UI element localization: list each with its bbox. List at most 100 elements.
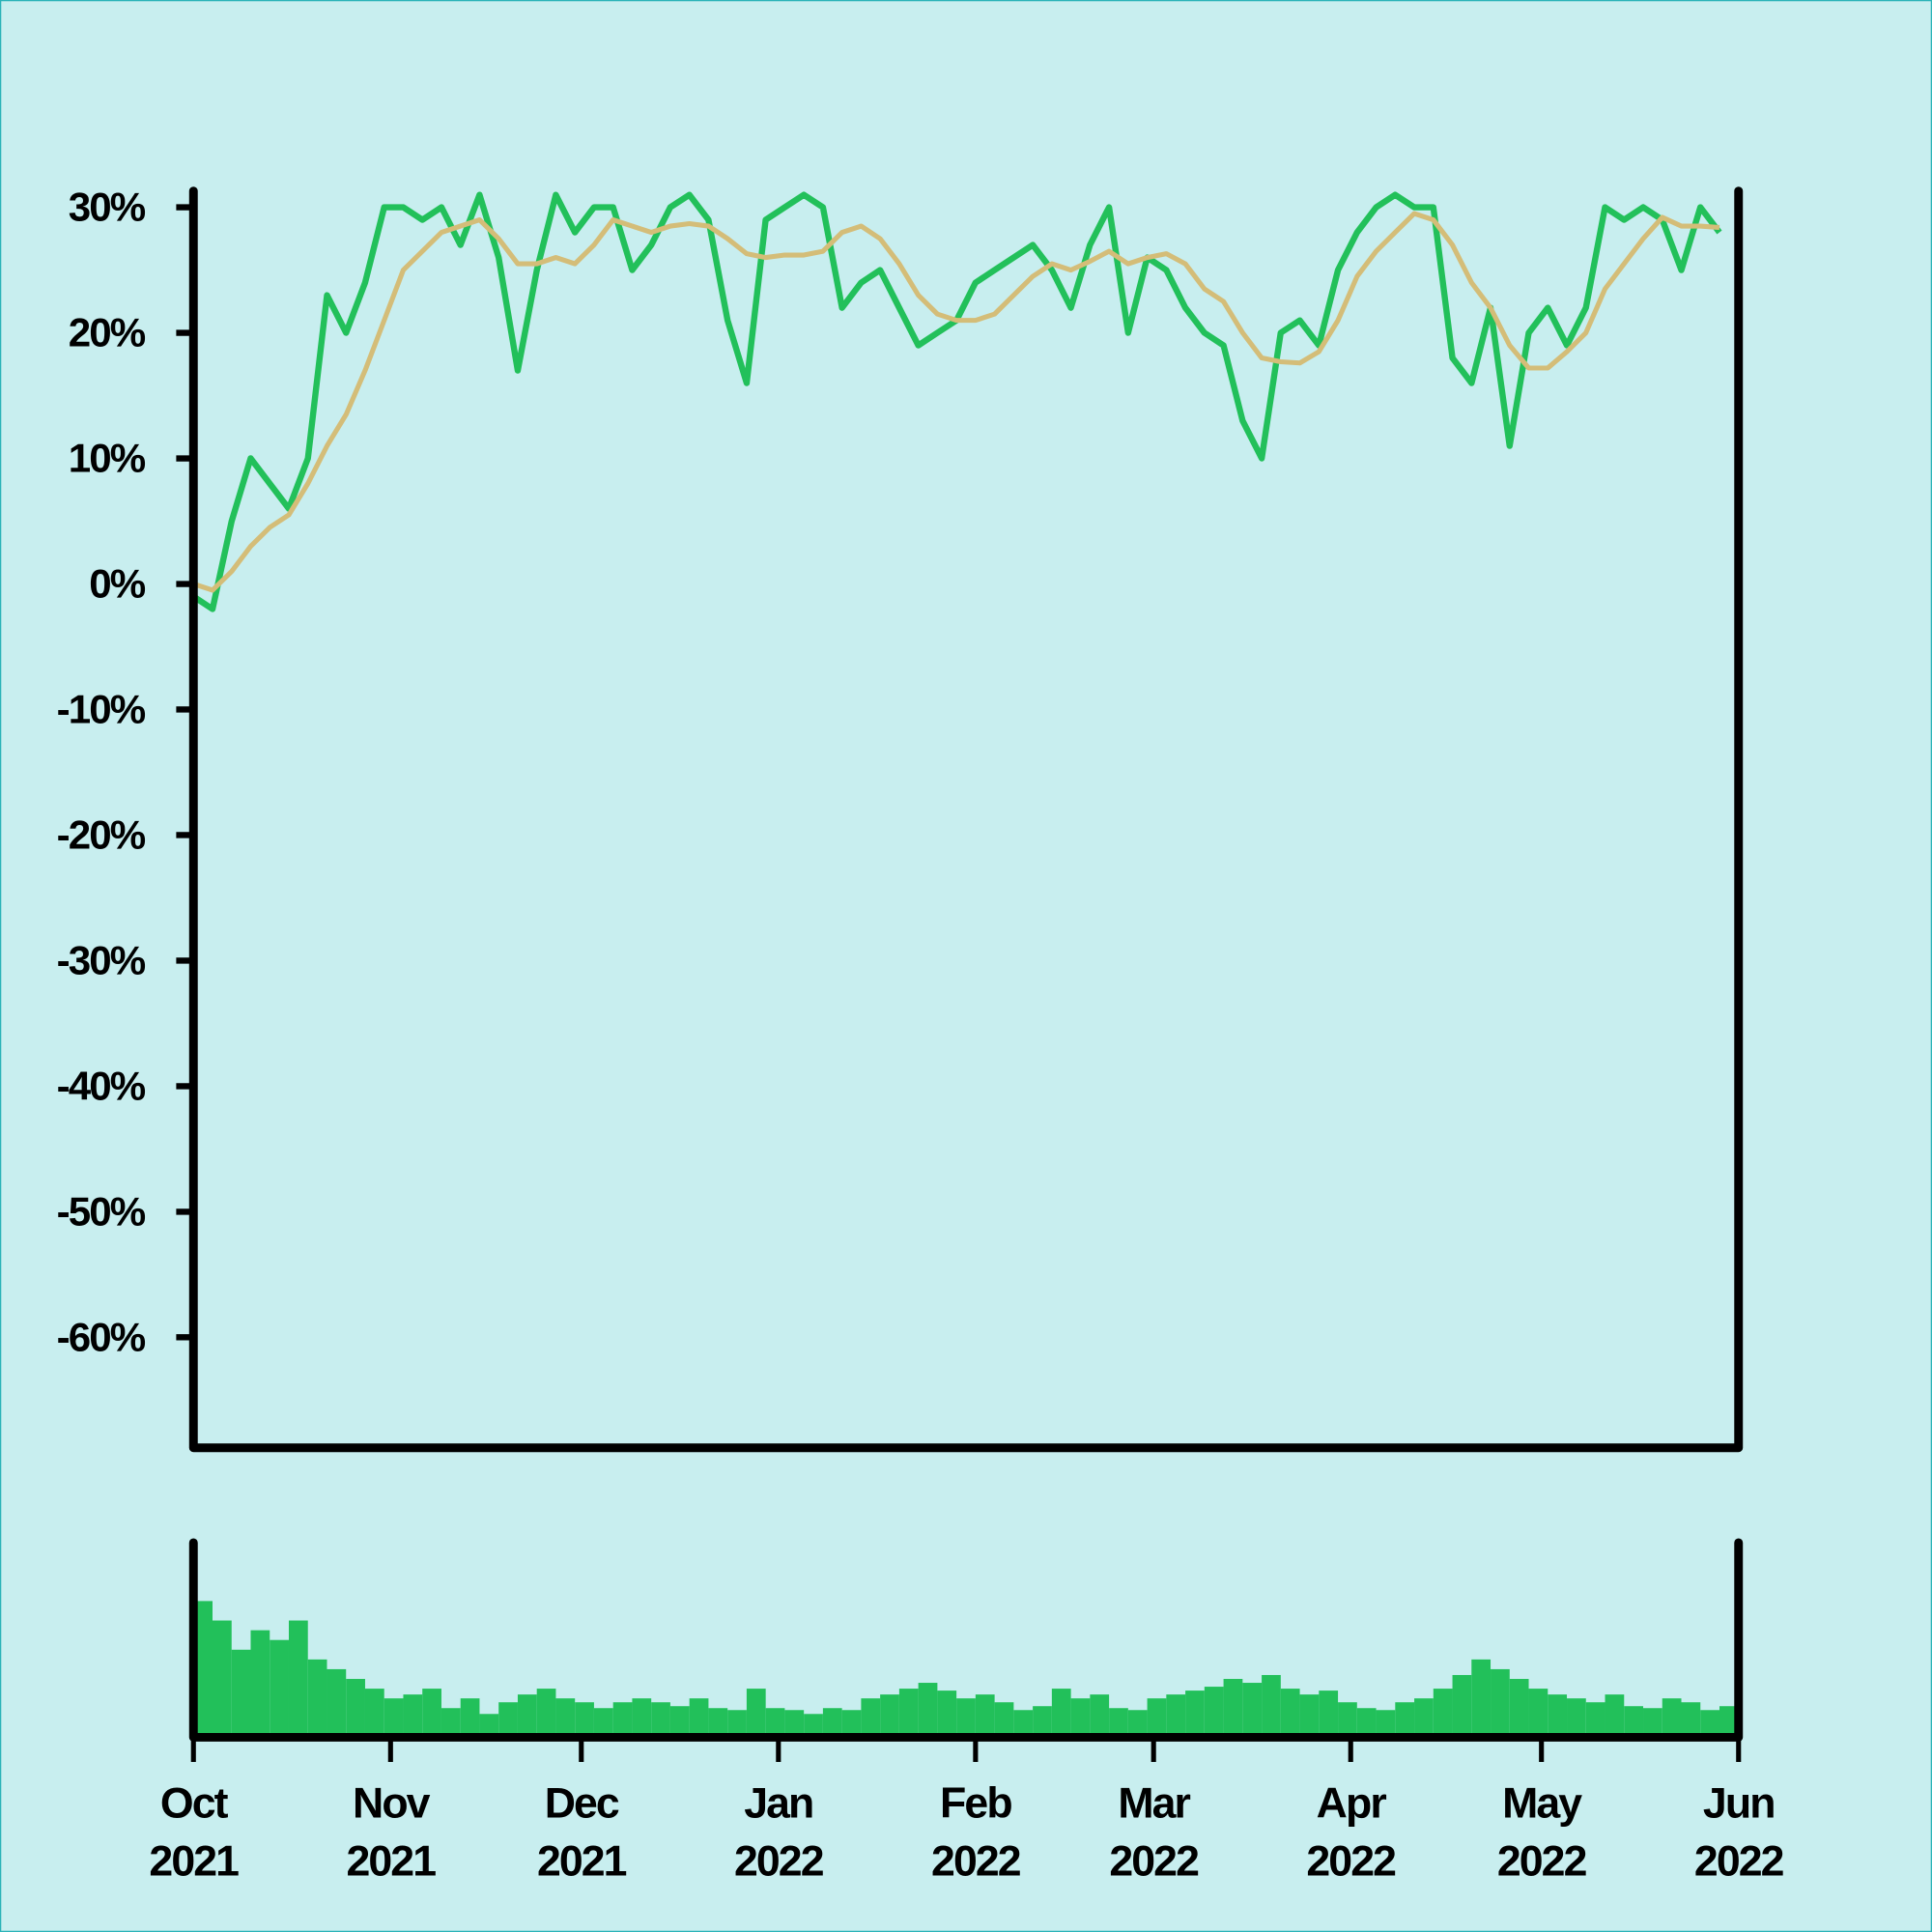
y-tick-label: -30% [57,937,146,982]
volume-bar [1109,1708,1128,1738]
volume-bar [231,1649,251,1738]
volume-bar [861,1698,881,1738]
volume-bar [784,1710,805,1738]
volume-bar [555,1698,576,1738]
volume-bar [975,1694,995,1738]
volume-bar [1319,1690,1339,1738]
volume-bar [1204,1687,1224,1738]
volume-bar [307,1659,327,1738]
volume-bar [1471,1659,1492,1738]
volume-bar [1051,1689,1071,1738]
x-tick-label: Jan 2022 [734,1779,824,1885]
volume-bar [1509,1679,1529,1738]
volume-bar [1090,1694,1110,1738]
volume-bar [1395,1702,1415,1738]
x-tick-label: Feb 2022 [931,1779,1021,1885]
volume-bar [364,1689,384,1738]
x-tick-label: Oct 2021 [149,1779,239,1885]
volume-bar [918,1683,938,1738]
y-tick-label: 0% [89,561,145,607]
x-tick-label: Jun 2022 [1694,1779,1784,1885]
x-tick-label-line: Mar [1118,1779,1190,1827]
volume-bar [612,1702,633,1738]
volume-bar [1013,1710,1034,1738]
y-tick-label: 30% [69,185,146,230]
x-tick-label-line: 2022 [931,1837,1021,1885]
volume-bar [1681,1702,1701,1738]
volume-bar [632,1698,652,1738]
x-tick-label-line: Dec [545,1779,619,1827]
x-tick-label: Nov 2021 [346,1779,436,1885]
volume-bar [1376,1710,1396,1738]
volume-bar [1452,1674,1472,1738]
volume-bar [994,1702,1014,1738]
volume-bar [536,1689,556,1738]
volume-bar [1605,1694,1625,1738]
x-tick-label-line: Apr [1317,1779,1387,1827]
y-tick-label: -60% [57,1314,146,1359]
volume-bar [1548,1694,1568,1738]
axis-frame [188,1538,1744,1742]
volume-bar [1528,1689,1548,1738]
volume-bar [1414,1698,1434,1738]
y-tick-label: 10% [69,436,146,481]
volume-bar [1433,1689,1453,1738]
volume-bar [727,1710,747,1738]
x-tick-label-line: 2022 [734,1837,824,1885]
y-tick-label: -20% [57,811,146,857]
x-tick-label: May 2022 [1497,1779,1587,1885]
volume-bar [1700,1710,1719,1738]
volume-bar [1033,1706,1052,1738]
volume-bar [1643,1708,1662,1738]
volume-bar [1299,1694,1320,1738]
volume-bar [1585,1702,1605,1738]
volume-bar [460,1698,480,1738]
x-tick-label: Mar 2022 [1109,1779,1199,1885]
volume-bar [1262,1674,1281,1738]
axis-frame [188,186,1744,1453]
y-tick-label: -50% [57,1188,146,1234]
volume-bar [479,1714,499,1738]
volume-bar [422,1689,441,1738]
volume-bar [937,1690,957,1738]
volume-bar [1070,1698,1091,1738]
volume-bar [1356,1708,1377,1738]
volume-bar [1223,1679,1243,1738]
volume-bar [822,1708,842,1738]
x-tick-label-line: Feb [940,1779,1011,1827]
volume-bar [1719,1706,1739,1738]
volume-bar [213,1620,232,1738]
x-tick-label-line: 2021 [149,1837,239,1885]
volume-bar [1491,1668,1510,1738]
volume-bar [327,1668,347,1738]
volume-bar [250,1630,270,1738]
volume-bar [689,1698,709,1738]
volume-bar [346,1679,365,1738]
x-tick-label-line: 2021 [346,1837,436,1885]
volume-bar [575,1702,594,1738]
volume-bar [708,1708,728,1738]
x-tick-label: Apr 2022 [1306,1779,1396,1885]
volume-bar [1147,1698,1167,1738]
x-tick-label-line: Oct [160,1779,229,1827]
volume-bar [765,1708,785,1738]
x-tick-label-line: Nov [353,1779,431,1827]
volume-bar [1624,1706,1644,1738]
x-tick-label-line: May [1502,1779,1582,1827]
y-tick-label: -40% [57,1063,146,1108]
volume-bar [593,1708,613,1738]
volume-bar [1185,1690,1205,1738]
volume-bar [498,1702,518,1738]
volume-bar [1567,1698,1586,1738]
volume-bar [898,1689,919,1738]
volume-bar [1242,1683,1263,1738]
volume-bar [804,1714,823,1738]
volume-bar [1338,1702,1357,1738]
volume-bar [193,1601,213,1738]
line-series [192,211,1720,593]
volume-bar [384,1698,404,1738]
volume-bar [270,1639,289,1738]
x-tick-label-line: 2022 [1306,1837,1396,1885]
